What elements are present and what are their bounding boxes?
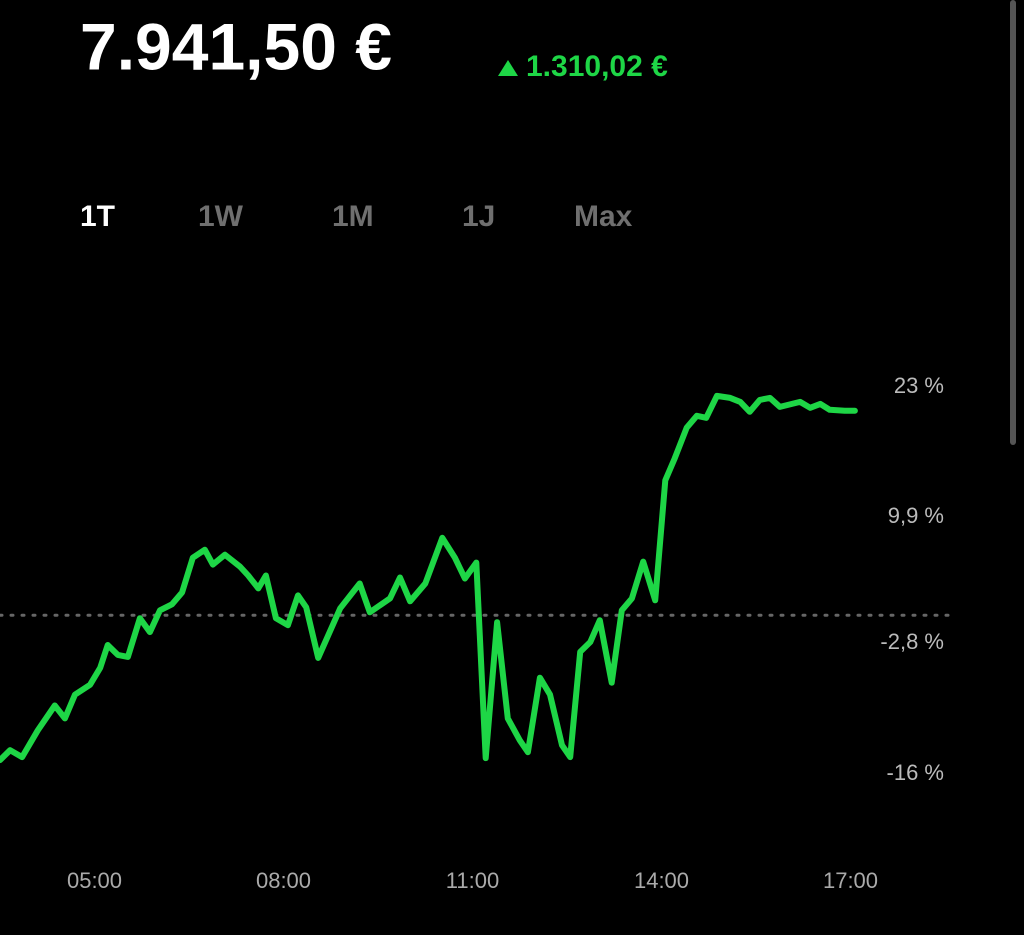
period-tab[interactable]: 1W [198,200,244,233]
scrollbar [1010,0,1016,445]
price-line [0,392,858,764]
x-tick-label: 05:00 [67,868,122,893]
period-tab[interactable]: 1J [462,200,495,233]
up-arrow [498,60,518,76]
period-tab[interactable]: Max [574,200,633,233]
portfolio-value: 7.941,50 € [80,9,392,83]
x-tick-label: 11:00 [446,868,499,893]
y-tick-label: -16 % [887,760,944,785]
change-value: 1.310,02 € [526,50,668,83]
y-tick-label: 23 % [894,373,944,398]
period-tab[interactable]: 1M [332,200,374,233]
period-tab[interactable]: 1T [80,200,115,233]
x-tick-label: 14:00 [634,868,689,893]
y-tick-label: -2,8 % [880,629,944,654]
x-tick-label: 17:00 [823,868,878,893]
x-tick-label: 08:00 [256,868,311,893]
y-tick-label: 9,9 % [888,503,944,528]
